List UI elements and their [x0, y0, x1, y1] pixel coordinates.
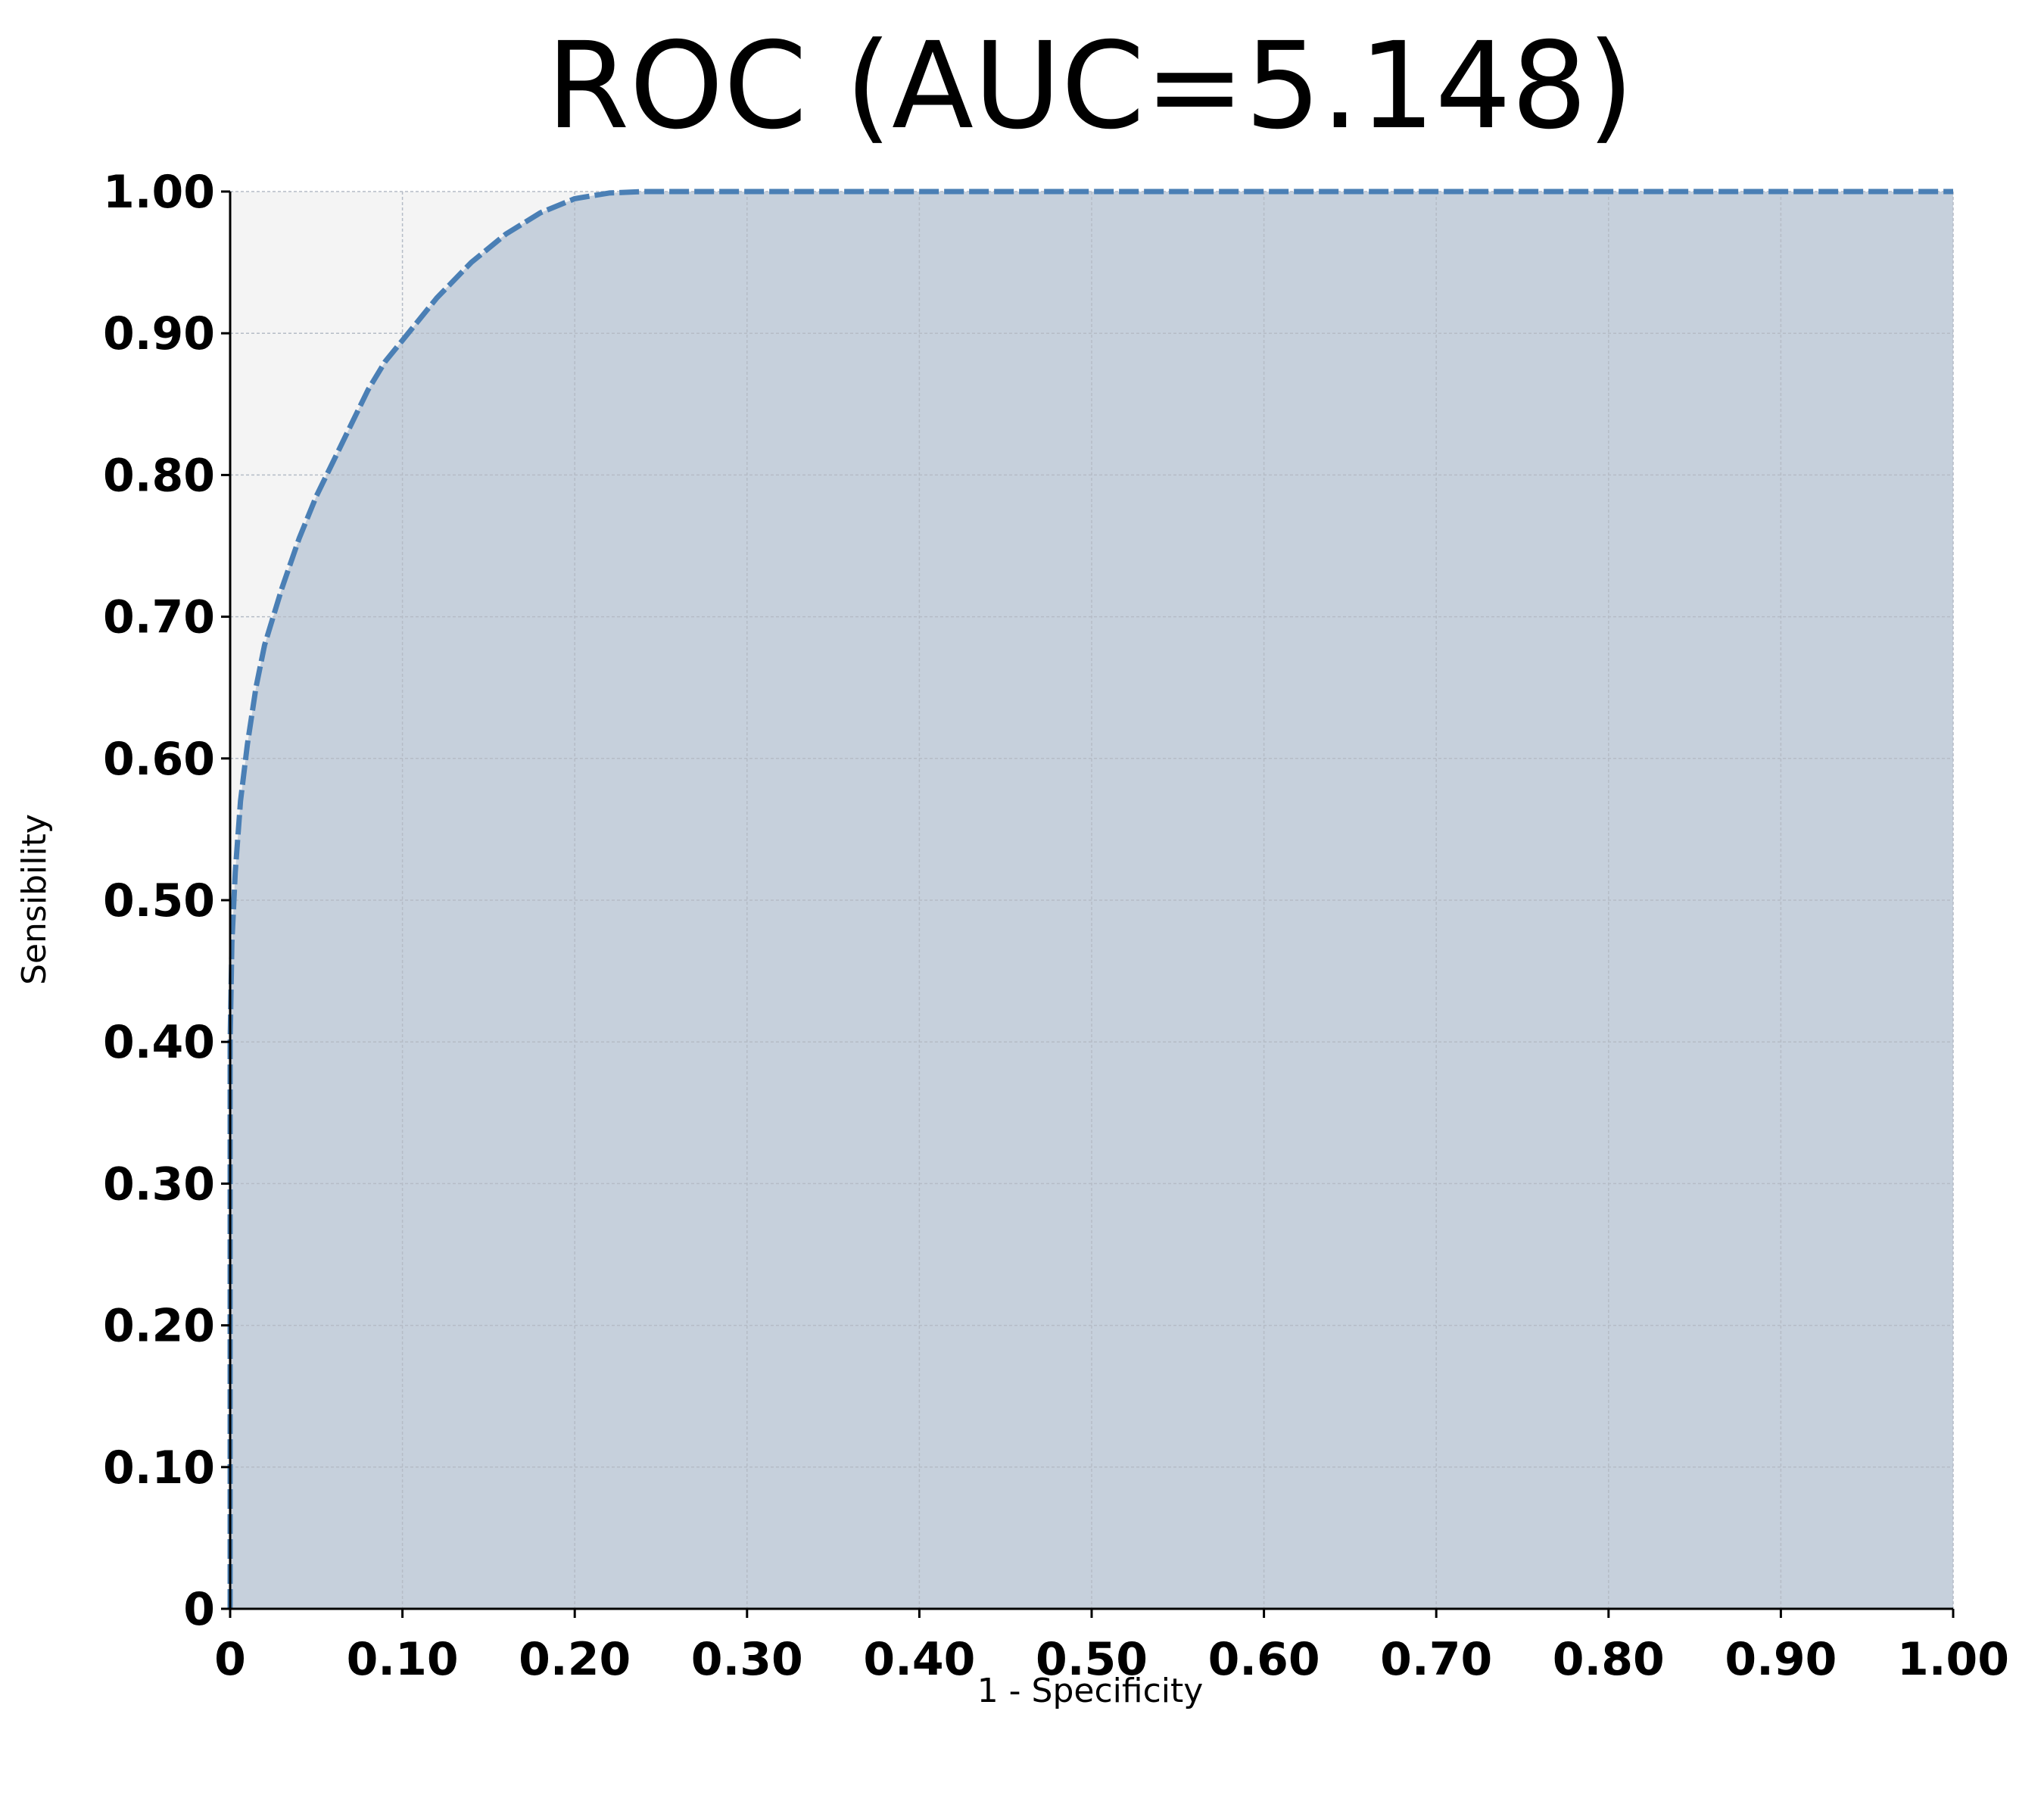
y-axis-ticks: 0 0.10 0.20 0.30 0.40 0.50 0.60 0.70 0.80 0.90 1.0… [103, 166, 230, 1636]
y-tick-label: 0.40 [103, 1016, 215, 1069]
y-tick-label: 0.10 [103, 1441, 215, 1494]
x-tick-label: 0 [214, 1633, 246, 1686]
y-tick-label: 0.20 [103, 1300, 215, 1353]
x-tick-label: 0.40 [863, 1633, 975, 1686]
x-axis-ticks: 0 0.10 0.20 0.30 0.40 0.50 0.60 0.70 0.80 0.90 1.0… [214, 1609, 2009, 1686]
x-tick-label: 0.10 [347, 1633, 459, 1686]
y-tick-label: 0.50 [103, 874, 215, 927]
plot-area [227, 189, 1954, 1610]
y-axis-label: Sensibility [15, 814, 54, 985]
y-tick-label: 0.80 [103, 449, 215, 502]
y-tick-label: 0.30 [103, 1158, 215, 1211]
x-axis-label: 1 - Specificity [977, 1672, 1204, 1710]
x-tick-label: 0.60 [1208, 1633, 1320, 1686]
x-tick-label: 0.70 [1380, 1633, 1492, 1686]
x-tick-label: 0.90 [1725, 1633, 1837, 1686]
y-tick-label: 0.60 [103, 733, 215, 786]
y-tick-label: 0.90 [103, 307, 215, 360]
chart-title: ROC (AUC=5.148) [547, 17, 1634, 156]
x-tick-label: 1.00 [1897, 1633, 2009, 1686]
roc-curve-line [227, 189, 1953, 1609]
y-tick-label: 0.70 [103, 591, 215, 644]
x-tick-label: 0.80 [1553, 1633, 1665, 1686]
x-tick-label: 0.30 [691, 1633, 803, 1686]
x-tick-label: 0.20 [519, 1633, 631, 1686]
y-tick-label: 0 [183, 1583, 215, 1636]
y-tick-label: 1.00 [103, 166, 215, 219]
x-tick-label: 0.50 [1036, 1633, 1148, 1686]
